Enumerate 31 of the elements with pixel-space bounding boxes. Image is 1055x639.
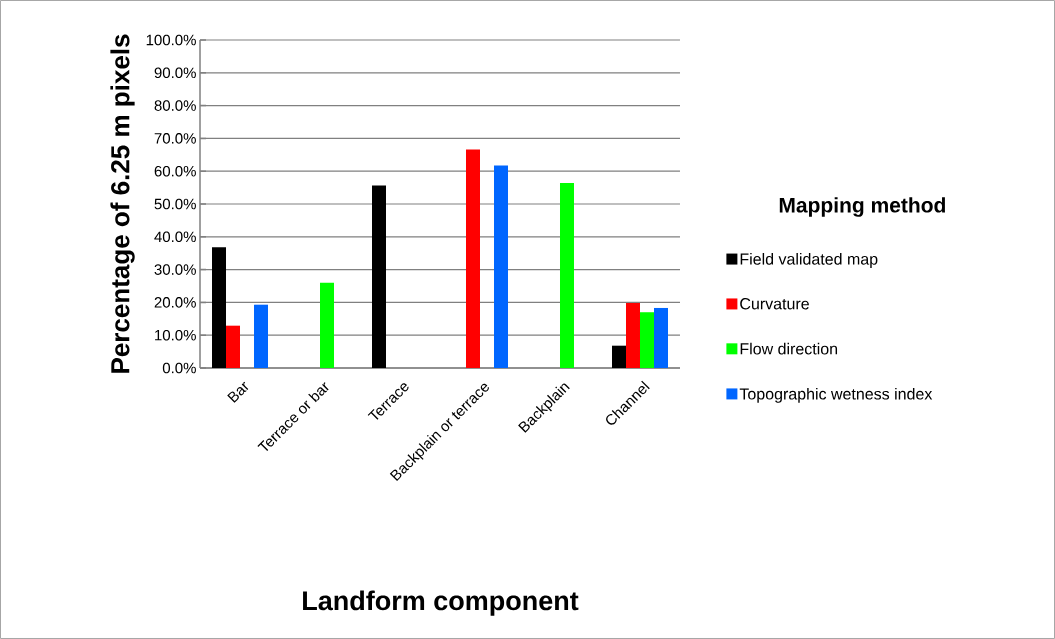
bar bbox=[640, 312, 654, 368]
legend-label: Flow direction bbox=[740, 342, 838, 355]
y-tick-label: 60.0% bbox=[154, 165, 196, 177]
bar bbox=[254, 304, 269, 368]
x-axis-title: Landform component bbox=[303, 590, 579, 616]
y-tick-label: 30.0% bbox=[154, 264, 196, 275]
bar bbox=[612, 345, 626, 368]
y-tick-label: 10.0% bbox=[155, 329, 196, 341]
bar bbox=[654, 307, 668, 368]
bar bbox=[320, 282, 334, 368]
legend-label: Curvature bbox=[740, 298, 809, 310]
x-tick-label: Bar bbox=[227, 381, 249, 403]
y-tick-label: 100.0% bbox=[146, 34, 196, 46]
bar bbox=[212, 247, 227, 368]
y-tick-label: 0.0% bbox=[162, 362, 196, 374]
bar bbox=[226, 325, 241, 368]
legend-label: Field validated map bbox=[740, 253, 878, 268]
bar bbox=[626, 303, 640, 368]
legend-title: Mapping method bbox=[779, 197, 945, 217]
bar bbox=[560, 183, 574, 368]
y-axis-title: Percentage of 6.25 m pixels bbox=[110, 34, 135, 373]
y-tick-label: 70.0% bbox=[154, 133, 196, 144]
bar bbox=[372, 185, 386, 368]
y-tick-label: 40.0% bbox=[154, 231, 196, 243]
y-tick-label: 50.0% bbox=[154, 198, 196, 210]
y-tick-label: 80.0% bbox=[154, 100, 196, 111]
bar bbox=[466, 149, 480, 368]
legend-label: Topographic wetness index bbox=[739, 387, 933, 403]
bar bbox=[494, 165, 508, 368]
y-tick-label: 20.0% bbox=[154, 297, 196, 308]
y-tick-label: 90.0% bbox=[154, 67, 196, 79]
